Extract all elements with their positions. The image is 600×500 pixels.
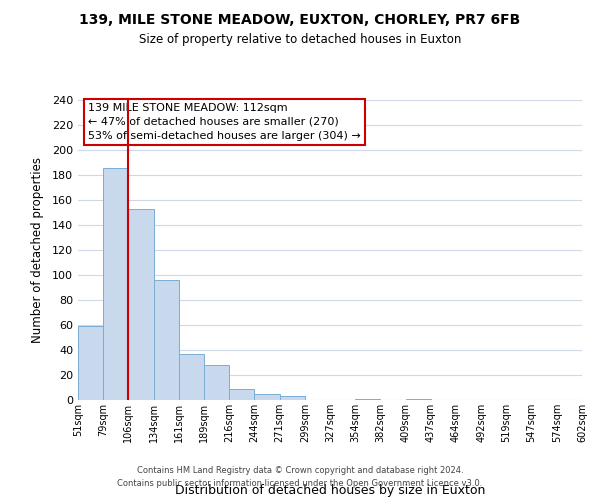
Bar [179,354,204,400]
Bar [280,396,305,400]
Bar [128,209,154,400]
Bar [103,168,128,400]
Text: 139, MILE STONE MEADOW, EUXTON, CHORLEY, PR7 6FB: 139, MILE STONE MEADOW, EUXTON, CHORLEY,… [79,12,521,26]
Text: Size of property relative to detached houses in Euxton: Size of property relative to detached ho… [139,32,461,46]
Text: 139 MILE STONE MEADOW: 112sqm
← 47% of detached houses are smaller (270)
53% of : 139 MILE STONE MEADOW: 112sqm ← 47% of d… [88,103,361,141]
Bar [406,399,431,400]
Bar [154,280,179,400]
Bar [204,365,229,400]
Y-axis label: Number of detached properties: Number of detached properties [31,157,44,343]
Bar [355,399,380,400]
Bar [229,389,254,400]
Bar [254,394,280,400]
Bar [78,326,103,400]
Text: Contains HM Land Registry data © Crown copyright and database right 2024.
Contai: Contains HM Land Registry data © Crown c… [118,466,482,487]
X-axis label: Distribution of detached houses by size in Euxton: Distribution of detached houses by size … [175,484,485,497]
